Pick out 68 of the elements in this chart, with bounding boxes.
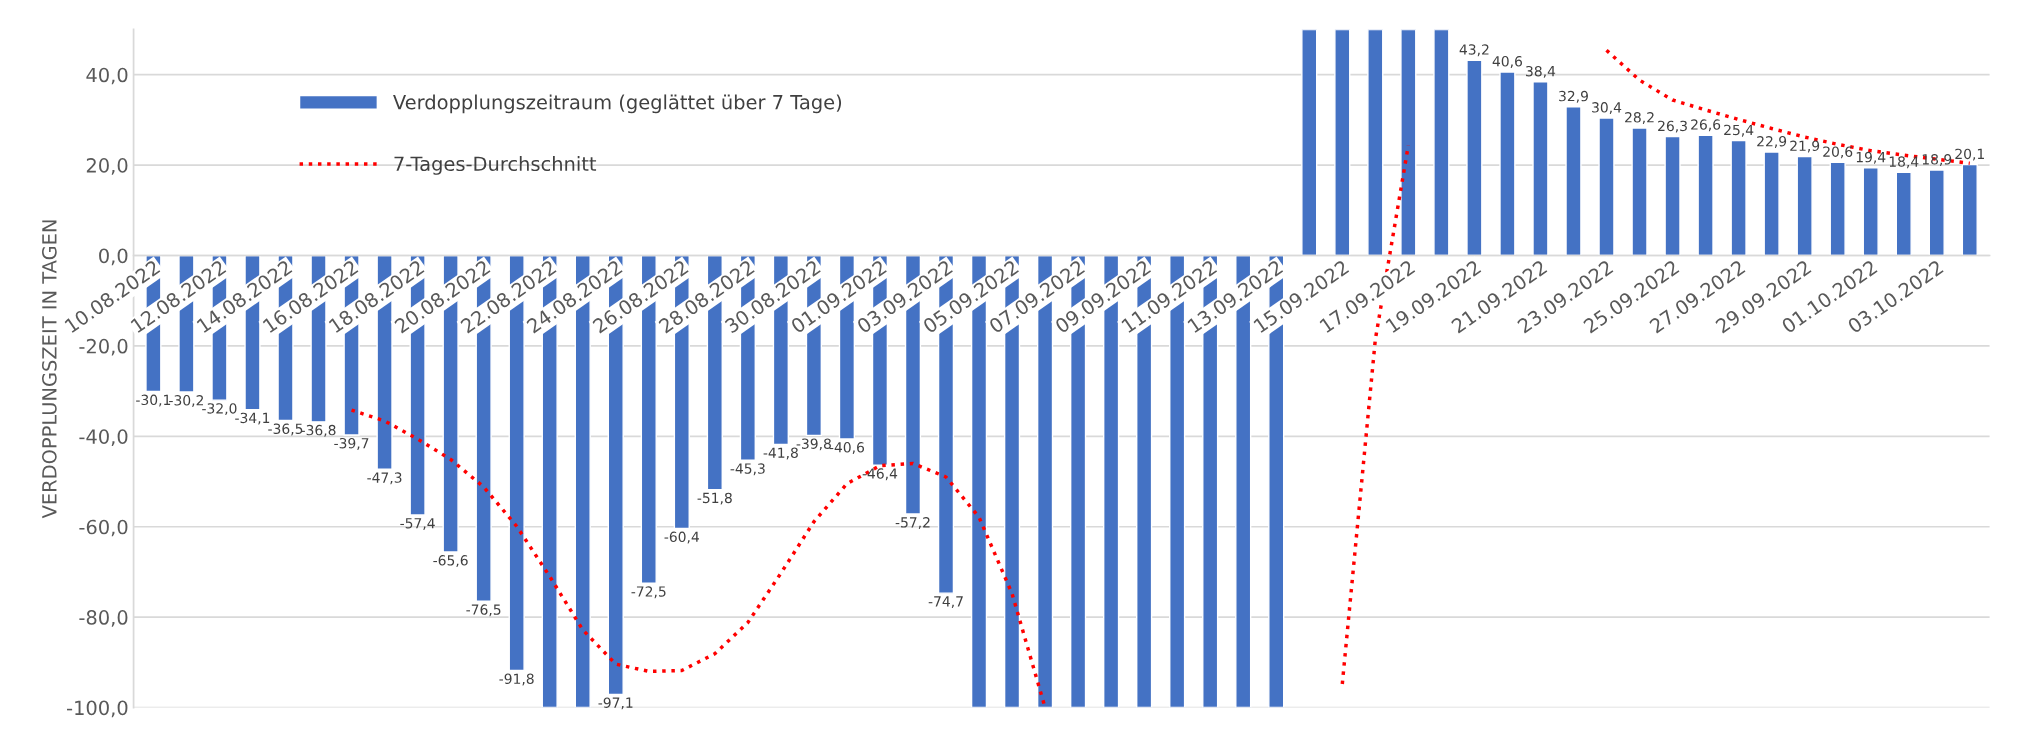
data-label: -41,8 [763,447,798,460]
bar [1301,29,1318,257]
data-label: -36,8 [301,424,336,437]
data-label: 28,2 [1625,112,1654,124]
y-tick-label: 40,0 [86,67,128,85]
data-label: -40,6 [829,442,865,454]
bar [1829,161,1846,257]
y-tick-label: -100,0 [66,700,128,718]
bar [1598,117,1615,257]
bar [1466,59,1483,257]
bar [1763,151,1780,257]
data-label: -72,5 [631,586,666,599]
data-label: -60,4 [664,531,699,544]
data-label: 26,6 [1691,119,1721,132]
data-label: -51,8 [697,492,732,505]
bar [1697,134,1714,257]
bar [1664,135,1681,257]
y-tick-label: -40,0 [79,429,128,446]
legend-label: Verdopplungszeitraum (geglättet über 7 Tage) [393,94,842,114]
data-label: -57,2 [895,517,930,529]
bar [1730,139,1747,257]
data-label: -74,7 [928,596,963,609]
bar [1367,29,1384,257]
y-axis-title: VERDOPPLUNGSZEIT IN TAGEN [42,220,57,519]
legend-label: 7-Tages-Durchschnitt [394,156,597,175]
data-label: 40,6 [1492,56,1523,68]
data-label: 25,4 [1724,124,1754,137]
data-label: 26,3 [1658,120,1687,133]
data-label: -91,8 [499,673,534,686]
data-label: -57,4 [400,518,435,530]
bar [1532,81,1549,257]
data-label: -46,4 [862,468,898,481]
data-label: 18,4 [1889,156,1919,169]
data-label: 38,4 [1526,65,1556,78]
bar [1961,163,1978,257]
y-tick-label: 20,0 [86,158,128,175]
data-label: -39,7 [334,437,369,450]
y-tick-label: -20,0 [79,338,128,356]
data-label: 30,4 [1592,102,1622,115]
data-label: 21,9 [1790,140,1820,153]
data-label: 20,6 [1823,146,1853,159]
data-label: -97,1 [598,697,633,710]
data-label: -30,1 [136,394,171,407]
bar [1565,106,1582,257]
data-label: -34,1 [235,412,270,425]
data-label: -39,8 [796,438,831,451]
data-label: -30,2 [169,395,203,407]
data-label: -47,3 [367,472,402,485]
data-label: 43,2 [1459,44,1489,57]
bar [1499,71,1516,257]
bar [1631,127,1648,257]
bar [1928,169,1945,257]
data-label: 19,4 [1856,151,1886,164]
bar [1862,167,1879,257]
data-label: 18,9 [1922,154,1952,167]
data-label: 20,1 [1955,148,1984,161]
data-label: -36,5 [268,423,303,436]
data-label: 22,9 [1757,136,1787,148]
bar [1796,155,1813,257]
bar [1433,29,1450,257]
y-tick-label: -80,0 [79,610,128,627]
data-label: 32,9 [1559,90,1588,103]
y-tick-label: -60,0 [79,519,128,537]
bar [1895,171,1912,257]
data-label: -32,0 [202,403,237,416]
data-label: -65,6 [433,555,468,567]
data-label: -76,5 [466,604,501,617]
data-label: -45,3 [730,463,765,476]
